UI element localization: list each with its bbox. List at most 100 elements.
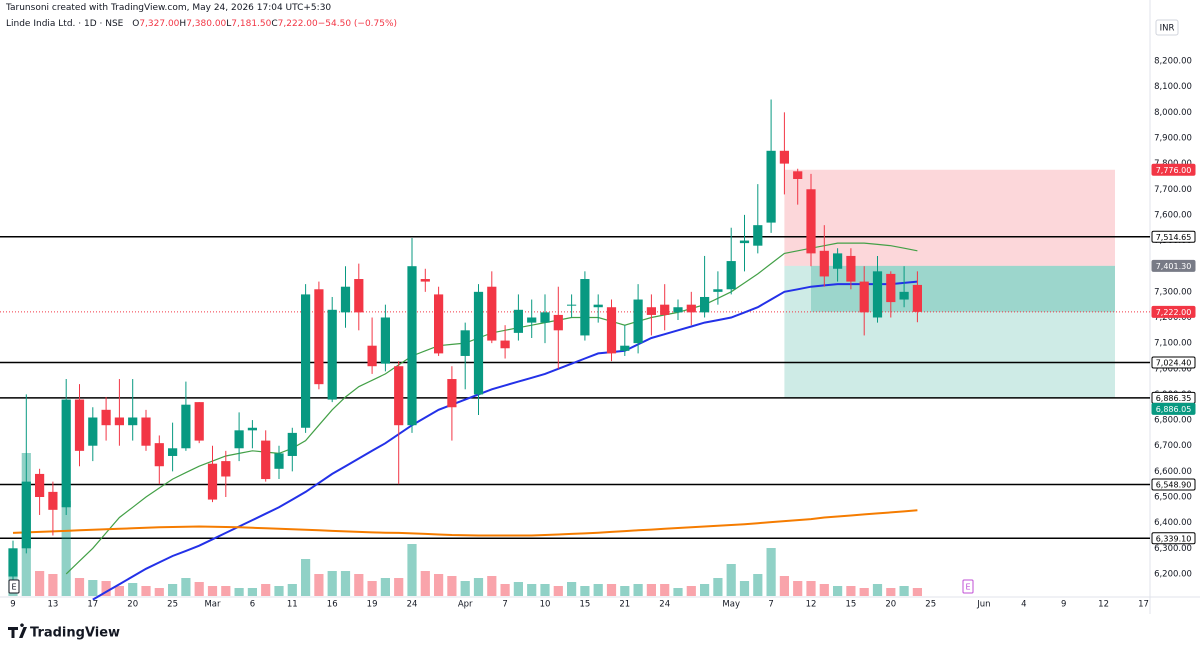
price-label: 7,222.00	[1156, 308, 1192, 317]
brand-logo: TradingView	[8, 623, 120, 641]
x-tick-label: 17	[1138, 600, 1149, 610]
candle-body	[793, 171, 803, 180]
volume-bar	[274, 586, 284, 596]
ohlc-label: C	[271, 19, 278, 29]
candle-body	[88, 417, 98, 446]
candle-body	[447, 379, 457, 408]
ohlc-label: H	[179, 19, 187, 29]
volume-bar	[447, 576, 457, 596]
candle-body	[593, 304, 603, 308]
volume-bar	[181, 578, 191, 596]
level-label: 6,886.35	[1156, 394, 1192, 403]
volume-bar	[700, 584, 710, 596]
volume-bar	[327, 571, 337, 596]
candle-body	[101, 409, 111, 426]
candle-body	[221, 461, 231, 477]
event-marker-box[interactable]	[8, 579, 20, 594]
candle-body	[207, 463, 218, 500]
candle-body	[713, 289, 723, 292]
volume-bar	[48, 574, 58, 596]
volume-bar	[660, 584, 670, 596]
volume-bar	[380, 578, 390, 596]
y-tick-label: 7,200.00	[1154, 313, 1192, 323]
price-label: 6,886.05	[1156, 405, 1192, 414]
event-marker[interactable]: E	[11, 583, 16, 592]
change: −54.50 (−0.75%)	[317, 19, 398, 29]
candle-body	[168, 448, 178, 456]
level-label: 6,339.10	[1156, 534, 1192, 543]
candle-body	[606, 307, 617, 354]
candle-body	[886, 273, 896, 303]
candle-body	[766, 150, 776, 223]
candle-body	[819, 250, 829, 277]
x-tick-label: 17	[87, 600, 98, 610]
ohlc-value: 7,380.00	[186, 19, 227, 29]
candle-body	[912, 284, 922, 312]
candle-body	[367, 345, 377, 367]
volume-bar	[806, 581, 816, 596]
y-tick-label: 6,600.00	[1154, 467, 1192, 477]
ohlc-value: 7,327.00	[139, 19, 180, 29]
x-tick-label: 15	[845, 600, 856, 610]
candle-body	[726, 261, 736, 290]
x-tick-label: 12	[806, 600, 817, 610]
volume-bar	[500, 584, 510, 596]
volume-bar	[726, 564, 736, 596]
volume-bar	[207, 586, 218, 596]
ohlc-value: 7,222.00	[277, 19, 318, 29]
x-tick-label: 7	[768, 600, 773, 610]
volume-bar	[833, 586, 843, 596]
x-tick-label: 6	[250, 600, 255, 610]
volume-bar	[899, 586, 909, 596]
candle-body	[753, 225, 763, 246]
axes: 6,200.00 6,300.00 6,400.00 6,500.00 6,600.00…	[10, 57, 1196, 610]
candle-body	[74, 399, 85, 451]
volume-bar	[779, 576, 789, 596]
volume-bar	[74, 578, 85, 596]
candle-body	[194, 402, 204, 441]
price-label-box	[1151, 305, 1196, 318]
moving-average	[92, 280, 918, 601]
x-tick-label: 25	[167, 600, 178, 610]
volume-bar	[194, 582, 204, 596]
candle-body	[567, 304, 577, 306]
volume-bar	[567, 582, 577, 596]
x-tick-label: 25	[925, 600, 936, 610]
volume-bar	[753, 574, 763, 596]
volume-bar	[553, 586, 563, 596]
event-marker-box[interactable]	[962, 579, 974, 594]
candle-body	[434, 294, 444, 354]
candle-body	[620, 345, 630, 351]
open-pnl-zone	[811, 265, 1115, 312]
volume-bar	[646, 584, 656, 596]
brand-icon	[8, 623, 27, 638]
brand-name: TradingView	[30, 626, 120, 641]
volume-bar	[420, 571, 430, 596]
candle-body	[872, 271, 883, 318]
volume-bar	[473, 578, 484, 596]
y-tick-label: 7,000.00	[1154, 364, 1192, 374]
volume-bar	[407, 544, 417, 596]
volume-bar	[620, 586, 630, 596]
x-tick-label: 10	[540, 600, 551, 610]
volume-bar	[713, 578, 723, 596]
volume-bar	[88, 580, 98, 596]
volume-bar	[540, 584, 550, 596]
ohlc-value: 7,181.50	[231, 19, 272, 29]
y-tick-label: 6,700.00	[1154, 441, 1192, 451]
volume-bar	[859, 588, 869, 596]
volume-bar	[247, 588, 257, 596]
levels	[0, 236, 1150, 540]
candle-body	[301, 294, 311, 428]
y-tick-label: 8,100.00	[1154, 82, 1192, 92]
volume-bar	[766, 548, 776, 596]
candle-body	[128, 417, 138, 426]
candle-body	[314, 289, 324, 385]
event-marker[interactable]: E	[965, 583, 970, 592]
y-tick-label: 6,200.00	[1154, 569, 1192, 579]
candle-body	[35, 473, 45, 498]
candle-body	[580, 279, 590, 336]
candle-body	[487, 286, 497, 341]
